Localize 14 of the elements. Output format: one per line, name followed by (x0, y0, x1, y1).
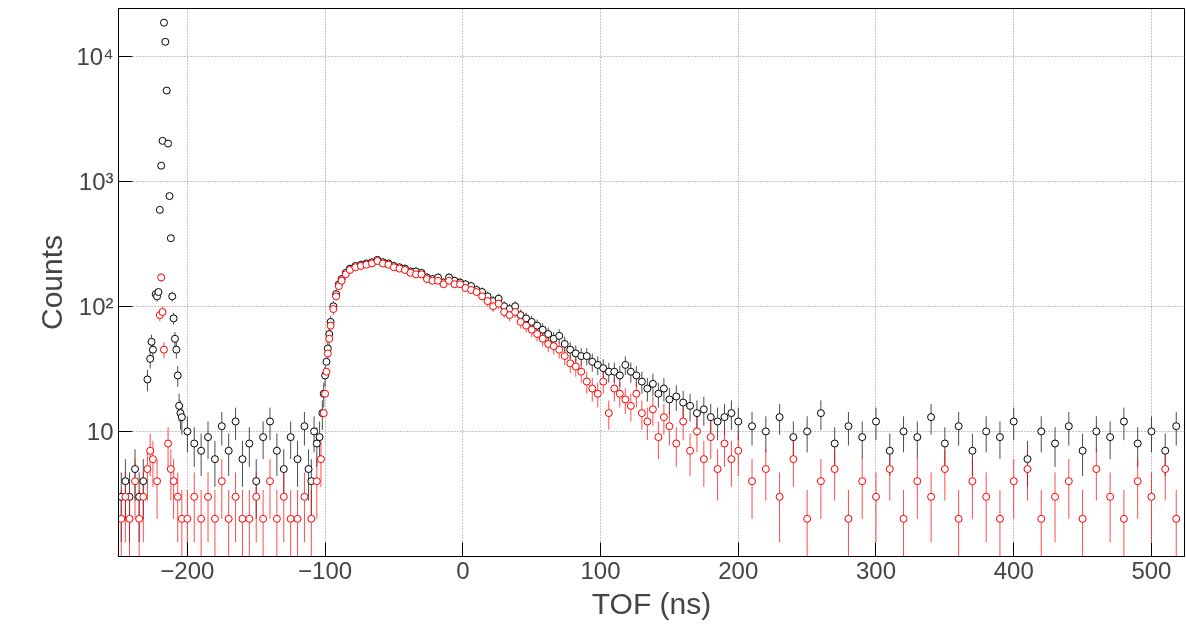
x-tick-label: 0 (456, 556, 470, 584)
x-tick-label: −200 (160, 556, 215, 584)
x-tick-label: 500 (1131, 556, 1172, 584)
x-tick-label: 300 (855, 556, 897, 584)
y-tick-label: 10 (86, 417, 114, 445)
x-tick-label: 100 (580, 556, 621, 584)
x-tick-label: 400 (993, 556, 1034, 584)
y-axis-title: Counts (35, 234, 69, 331)
y-tick-label: 10³ (78, 167, 114, 195)
x-tick-label: 200 (718, 556, 759, 584)
x-tick-label: −100 (298, 556, 353, 584)
x-axis-title: TOF (ns) (591, 586, 712, 620)
y-tick-label: 10⁴ (76, 42, 114, 70)
y-tick-label: 10² (78, 292, 114, 320)
